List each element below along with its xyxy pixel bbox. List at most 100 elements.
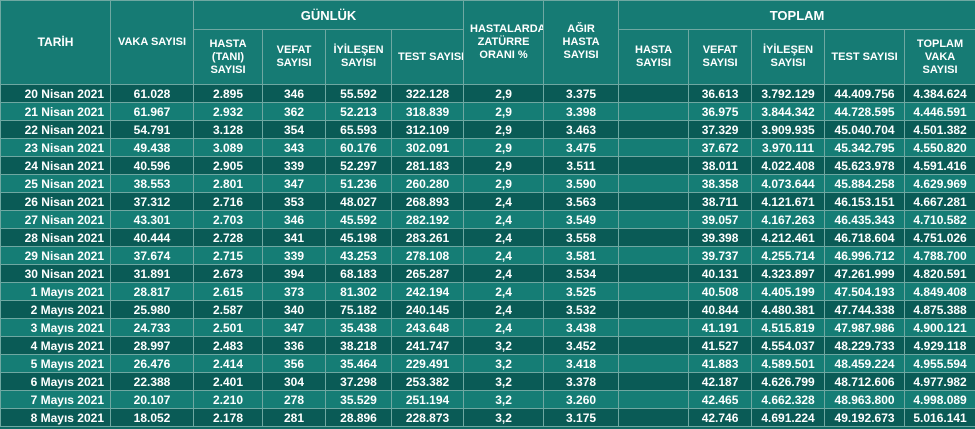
date-cell: 25 Nisan 2021: [0, 174, 111, 193]
test-cell: 281.183: [390, 156, 465, 175]
iyilesen-cell: 51.236: [325, 174, 392, 193]
header-agir-line: SAYISI: [563, 49, 599, 61]
hasta-tani-cell: 2.501: [193, 318, 263, 337]
table-row: 30 Nisan 2021 31.891 2.673 394 68.183 265.287…: [0, 264, 975, 283]
toplam-iyilesen-cell: 3.909.935: [751, 120, 826, 139]
header-toplam-hasta-line: HASTA: [635, 44, 673, 56]
hasta-tani-cell: 2.905: [193, 156, 263, 175]
toplam-test-cell: 47.261.999: [824, 264, 906, 283]
header-vefat-line: SAYISI: [276, 57, 312, 69]
agir-hasta-cell: 3.418: [543, 354, 620, 373]
toplam-hasta-cell: [618, 390, 690, 409]
header-toplam-vaka: TOPLAM VAKA SAYISI: [904, 29, 975, 85]
header-vefat-line: VEFAT: [276, 44, 312, 56]
hasta-tani-cell: 3.128: [193, 120, 263, 139]
vefat-cell: 346: [262, 210, 326, 229]
vaka-cell: 25.980: [110, 300, 194, 319]
toplam-test-cell: 45.040.704: [824, 120, 906, 139]
toplam-vaka-cell: 4.955.594: [904, 354, 975, 373]
vaka-cell: 40.444: [110, 228, 194, 247]
hasta-tani-cell: 2.703: [193, 210, 263, 229]
table-row: 28 Nisan 2021 40.444 2.728 341 45.198 283.261…: [0, 228, 975, 247]
toplam-hasta-cell: [618, 408, 690, 427]
header-vaka-sayisi: VAKA SAYISI: [110, 0, 194, 85]
hasta-tani-cell: 2.728: [193, 228, 263, 247]
header-iyilesen-line: SAYISI: [340, 57, 377, 69]
agir-hasta-cell: 3.581: [543, 246, 620, 265]
table-row: 8 Mayıs 2021 18.052 2.178 281 28.896 228.873 3…: [0, 408, 975, 427]
test-cell: 242.194: [390, 282, 465, 301]
table-body: 20 Nisan 2021 61.028 2.895 346 55.592 322.128…: [0, 84, 975, 427]
iyilesen-cell: 81.302: [325, 282, 392, 301]
agir-hasta-cell: 3.511: [543, 156, 620, 175]
toplam-test-cell: 48.229.733: [824, 336, 906, 355]
toplam-vefat-cell: 41.191: [688, 318, 753, 337]
agir-hasta-cell: 3.563: [543, 192, 620, 211]
toplam-vefat-cell: 37.672: [688, 138, 753, 157]
header-toplam-iyilesen-line: SAYISI: [770, 57, 806, 69]
iyilesen-cell: 45.592: [325, 210, 392, 229]
toplam-hasta-cell: [618, 156, 690, 175]
toplam-hasta-cell: [618, 264, 690, 283]
agir-hasta-cell: 3.590: [543, 174, 620, 193]
toplam-vefat-cell: 37.329: [688, 120, 753, 139]
zaturre-cell: 2,9: [463, 138, 545, 157]
date-cell: 24 Nisan 2021: [0, 156, 111, 175]
hasta-tani-cell: 2.401: [193, 372, 263, 391]
toplam-vaka-cell: 4.667.281: [904, 192, 975, 211]
date-cell: 7 Mayıs 2021: [0, 390, 111, 409]
test-cell: 229.491: [390, 354, 465, 373]
toplam-test-cell: 48.712.606: [824, 372, 906, 391]
header-toplam-iyilesen: İYİLEŞEN SAYISI: [751, 29, 826, 85]
header-agir-hasta: AĞIR HASTA SAYISI: [543, 0, 620, 85]
zaturre-cell: 2,4: [463, 246, 545, 265]
header-hasta-tani-line: HASTA: [209, 37, 247, 50]
toplam-hasta-cell: [618, 102, 690, 121]
vefat-cell: 373: [262, 282, 326, 301]
date-cell: 20 Nisan 2021: [0, 84, 111, 103]
table-row: 26 Nisan 2021 37.312 2.716 353 48.027 268.893…: [0, 192, 975, 211]
toplam-test-cell: 46.435.343: [824, 210, 906, 229]
agir-hasta-cell: 3.532: [543, 300, 620, 319]
zaturre-cell: 2,4: [463, 318, 545, 337]
table-row: 24 Nisan 2021 40.596 2.905 339 52.297 281.183…: [0, 156, 975, 175]
table-row: 3 Mayıs 2021 24.733 2.501 347 35.438 243.648 2…: [0, 318, 975, 337]
toplam-vaka-cell: 4.788.700: [904, 246, 975, 265]
test-cell: 265.287: [390, 264, 465, 283]
test-cell: 283.261: [390, 228, 465, 247]
zaturre-cell: 2,9: [463, 102, 545, 121]
header-toplam-vefat: VEFAT SAYISI: [688, 29, 753, 85]
vaka-cell: 31.891: [110, 264, 194, 283]
agir-hasta-cell: 3.175: [543, 408, 620, 427]
vefat-cell: 356: [262, 354, 326, 373]
toplam-vaka-cell: 4.591.416: [904, 156, 975, 175]
toplam-test-cell: 48.963.800: [824, 390, 906, 409]
toplam-vefat-cell: 39.057: [688, 210, 753, 229]
vefat-cell: 278: [262, 390, 326, 409]
date-cell: 28 Nisan 2021: [0, 228, 111, 247]
hasta-tani-cell: 2.716: [193, 192, 263, 211]
toplam-test-cell: 44.728.595: [824, 102, 906, 121]
zaturre-cell: 2,4: [463, 228, 545, 247]
date-cell: 22 Nisan 2021: [0, 120, 111, 139]
header-zaturre-line: ORANI %: [479, 49, 528, 61]
toplam-hasta-cell: [618, 318, 690, 337]
agir-hasta-cell: 3.378: [543, 372, 620, 391]
zaturre-cell: 2,9: [463, 84, 545, 103]
vaka-cell: 37.312: [110, 192, 194, 211]
test-cell: 241.747: [390, 336, 465, 355]
toplam-iyilesen-cell: 4.515.819: [751, 318, 826, 337]
zaturre-cell: 2,9: [463, 120, 545, 139]
toplam-test-cell: 44.409.756: [824, 84, 906, 103]
table-row: 20 Nisan 2021 61.028 2.895 346 55.592 322.128…: [0, 84, 975, 103]
iyilesen-cell: 60.176: [325, 138, 392, 157]
agir-hasta-cell: 3.534: [543, 264, 620, 283]
header-test-sayisi: TEST SAYISI: [390, 29, 465, 85]
vefat-cell: 343: [262, 138, 326, 157]
iyilesen-cell: 65.593: [325, 120, 392, 139]
header-agir-line: AĞIR: [567, 23, 595, 35]
header-toplam-hasta: HASTA SAYISI: [618, 29, 690, 85]
agir-hasta-cell: 3.398: [543, 102, 620, 121]
hasta-tani-cell: 2.932: [193, 102, 263, 121]
toplam-iyilesen-cell: 4.212.461: [751, 228, 826, 247]
